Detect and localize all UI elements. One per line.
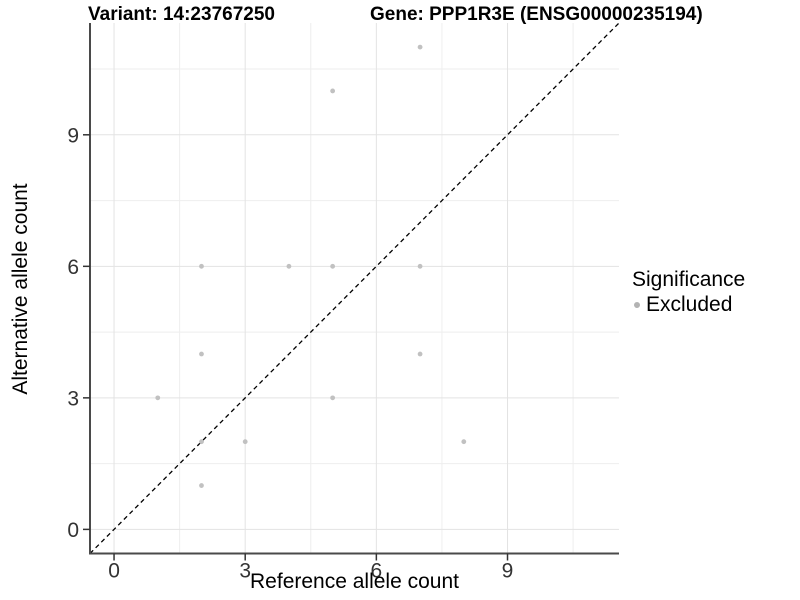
plot-title-variant: Variant: 14:23767250 <box>88 4 275 25</box>
identity-line <box>89 22 620 554</box>
data-point <box>199 351 204 357</box>
data-point <box>155 395 161 401</box>
x-tick-label: 3 <box>239 560 251 583</box>
legend-point-swatch <box>634 302 640 308</box>
legend: Significance Excluded <box>632 268 745 317</box>
x-axis-label: Reference allele count <box>250 570 459 593</box>
x-tick-label: 0 <box>108 560 120 583</box>
data-point <box>461 439 467 445</box>
legend-item-excluded: Excluded <box>632 293 745 317</box>
data-point <box>199 483 204 488</box>
data-point <box>199 263 204 269</box>
data-point <box>417 263 423 269</box>
data-point <box>286 263 292 269</box>
x-tick-label: 6 <box>371 560 383 583</box>
x-tick-label: 9 <box>502 560 514 583</box>
data-point <box>199 439 204 445</box>
data-point <box>330 395 336 401</box>
y-tick-label: 3 <box>67 387 79 410</box>
legend-title: Significance <box>632 268 746 291</box>
data-point <box>417 44 423 50</box>
y-tick-label: 6 <box>67 256 79 279</box>
data-point <box>330 88 336 94</box>
data-point <box>330 263 336 269</box>
data-point <box>417 351 423 357</box>
y-axis-label: Alternative allele count <box>9 183 32 395</box>
y-tick-label: 9 <box>67 124 79 147</box>
plot-title-gene: Gene: PPP1R3E (ENSG00000235194) <box>370 4 703 25</box>
legend-item-label: Excluded <box>646 293 733 316</box>
data-point <box>242 439 248 445</box>
y-tick-label: 0 <box>67 519 79 542</box>
